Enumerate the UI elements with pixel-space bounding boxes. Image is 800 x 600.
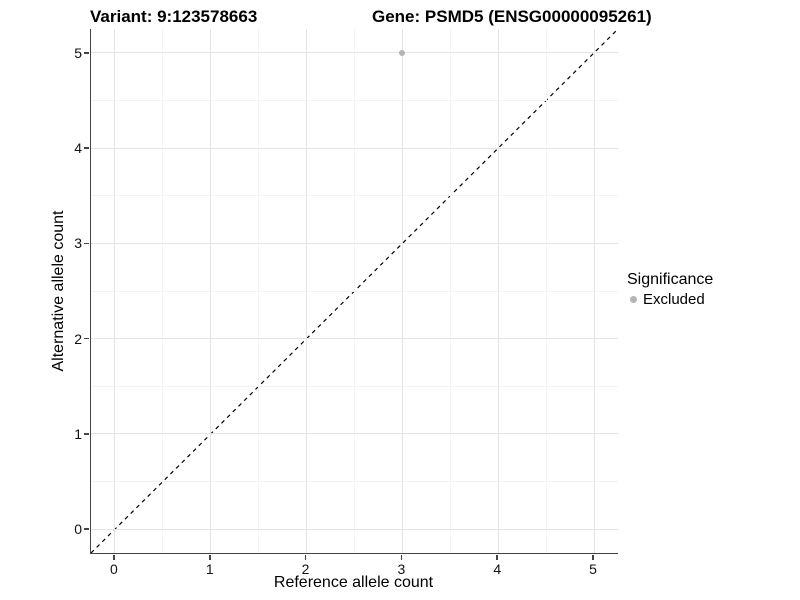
x-major-gridline — [593, 29, 595, 553]
y-minor-gridline — [91, 290, 618, 292]
y-tick-label: 5 — [74, 44, 82, 61]
y-major-gridline — [91, 433, 618, 435]
x-major-gridline — [497, 29, 499, 553]
legend-items: Excluded — [627, 290, 713, 309]
x-tick-mark — [113, 554, 115, 560]
y-tick-mark — [83, 528, 89, 530]
y-tick-label: 2 — [74, 330, 82, 347]
y-major-gridline — [91, 338, 618, 340]
y-minor-gridline — [91, 481, 618, 483]
y-minor-gridline — [91, 99, 618, 101]
y-minor-gridline — [91, 195, 618, 197]
x-tick-mark — [304, 554, 307, 560]
x-major-gridline — [114, 29, 116, 553]
y-major-gridline — [91, 147, 618, 149]
legend-key-dot — [630, 296, 637, 303]
x-tick-label: 4 — [493, 561, 502, 577]
y-major-gridline — [91, 528, 618, 530]
y-tick-mark — [83, 242, 89, 245]
x-tick-mark — [592, 554, 594, 560]
legend-item: Excluded — [627, 290, 713, 309]
y-tick-label: 4 — [74, 140, 82, 157]
x-tick-label: 3 — [397, 561, 406, 577]
y-tick-label: 3 — [74, 235, 82, 252]
y-tick-mark — [83, 433, 89, 435]
x-major-gridline — [210, 29, 212, 553]
x-axis-title: Reference allele count — [273, 574, 434, 591]
x-major-gridline — [401, 29, 403, 553]
legend-title: Significance — [627, 271, 714, 288]
x-tick-mark — [400, 554, 403, 560]
x-major-gridline — [306, 29, 308, 553]
plot-panel — [90, 29, 618, 554]
legend-item-label: Excluded — [643, 291, 705, 308]
x-tick-label: 0 — [110, 561, 118, 577]
x-tick-mark — [209, 554, 211, 560]
y-major-gridline — [91, 242, 618, 244]
x-tick-mark — [496, 554, 498, 560]
y-major-gridline — [91, 52, 618, 54]
plot-title-gene: Gene: PSMD5 (ENSG00000095261) — [372, 7, 652, 26]
y-minor-gridline — [91, 385, 618, 387]
x-tick-label: 5 — [589, 561, 597, 577]
plot-title-variant: Variant: 9:123578663 — [90, 7, 258, 26]
y-tick-mark — [83, 337, 89, 340]
y-tick-label: 1 — [74, 425, 82, 442]
x-tick-label: 2 — [301, 561, 310, 577]
y-tick-mark — [83, 147, 89, 149]
y-tick-mark — [83, 52, 89, 54]
data-point — [399, 49, 406, 56]
y-tick-label: 0 — [74, 521, 82, 538]
legend: Significance Excluded — [627, 270, 713, 309]
y-axis-title: Alternative allele count — [50, 210, 67, 372]
x-tick-label: 1 — [205, 561, 214, 577]
